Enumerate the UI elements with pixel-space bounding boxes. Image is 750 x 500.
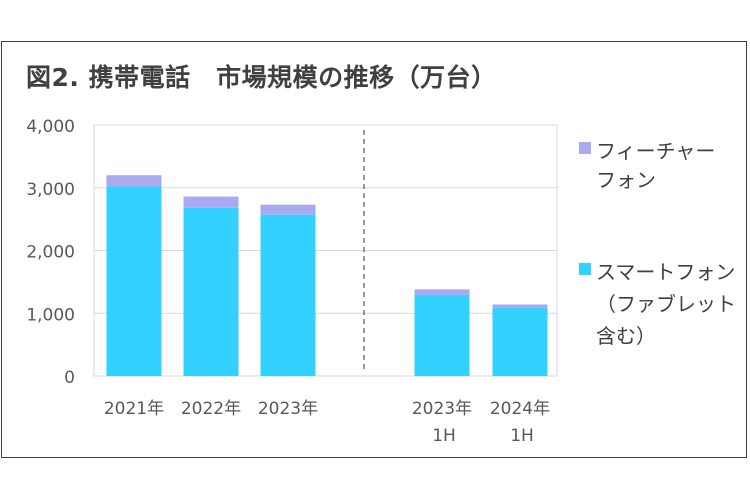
legend-swatch bbox=[579, 142, 591, 154]
y-tick-label: 4,000 bbox=[26, 117, 75, 137]
legend-label: （ファブレット bbox=[596, 292, 736, 316]
bar-segment bbox=[260, 204, 316, 215]
bar-segment bbox=[492, 304, 548, 308]
bar-segment bbox=[492, 307, 548, 376]
x-tick-label: 2023年 bbox=[412, 399, 472, 419]
x-tick-label: 2022年 bbox=[181, 399, 241, 419]
chart-title: 図2. 携帯電話 市場規模の推移（万台） bbox=[26, 63, 497, 92]
x-tick-label: 2024年 bbox=[490, 399, 550, 419]
legend-label: 含む） bbox=[596, 324, 656, 348]
x-tick-label: 1H bbox=[432, 426, 456, 446]
legend-label: フォン bbox=[596, 168, 656, 192]
y-tick-label: 1,000 bbox=[26, 305, 75, 325]
legend-label: スマートフォン bbox=[596, 260, 735, 284]
bar-segment bbox=[414, 289, 470, 296]
y-tick-label: 2,000 bbox=[26, 243, 75, 263]
y-tick-label: 3,000 bbox=[26, 180, 75, 200]
bar-segment bbox=[183, 196, 239, 208]
legend-label: フィーチャー bbox=[596, 139, 715, 163]
bar-segment bbox=[260, 214, 316, 376]
x-tick-label: 1H bbox=[510, 426, 534, 446]
y-tick-label: 0 bbox=[64, 368, 75, 388]
bar-segment bbox=[106, 186, 162, 376]
x-tick-label: 2023年 bbox=[258, 399, 318, 419]
x-tick-label: 2021年 bbox=[104, 399, 164, 419]
bar-segment bbox=[106, 175, 162, 187]
legend-swatch bbox=[579, 263, 591, 275]
bar-segment bbox=[183, 207, 239, 376]
bar-segment bbox=[414, 295, 470, 376]
